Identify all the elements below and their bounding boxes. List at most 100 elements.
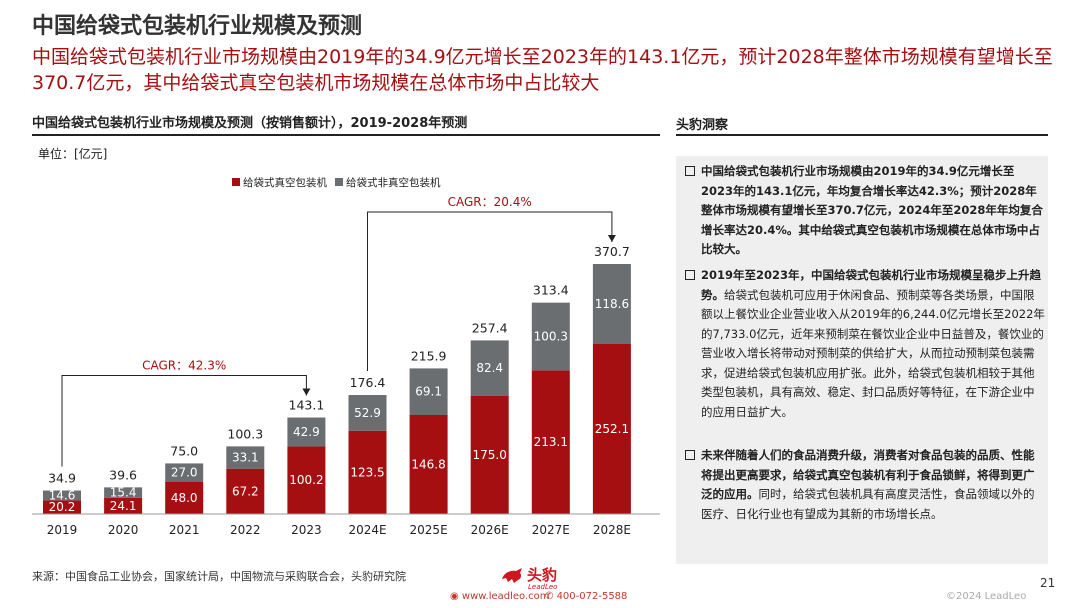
chart-title-rule — [32, 134, 660, 136]
legend-swatch-1 — [335, 178, 343, 186]
bar-non-vacuum-2027E — [531, 302, 570, 371]
legend-label-1: 给袋式非真空包装机 — [346, 176, 441, 189]
bar-vacuum-2025E — [409, 414, 448, 514]
x-tick-label: 2027E — [532, 523, 570, 537]
total-label: 34.9 — [48, 470, 76, 485]
bar-non-vacuum-2020 — [104, 487, 143, 498]
bar-non-vacuum-2023 — [287, 417, 326, 447]
bar-non-vacuum-2021 — [165, 463, 204, 482]
x-tick-label: 2019 — [47, 523, 78, 537]
insight-point-3-text: 同时，给袋式包装机具有高度灵活性，食品领域以外的医疗、日化行业也有望成为其新的市… — [701, 487, 1035, 521]
insights-title-rule — [676, 134, 1048, 136]
cagr-bracket — [367, 211, 613, 372]
bar-vacuum-2026E — [470, 395, 509, 514]
insight-point-2-text: 给袋式包装机可应用于休闲食品、预制菜等各类场景，中国限额以上餐饮业企业营业收入从… — [701, 287, 1045, 419]
bar-vacuum-2022 — [226, 468, 265, 514]
logo-subtext: LeadLeo — [528, 583, 558, 591]
total-label: 215.9 — [411, 348, 447, 363]
page-number: 21 — [1040, 576, 1056, 590]
phone-link[interactable]: ✆ 400-072-5588 — [545, 591, 627, 602]
insights-panel — [676, 156, 1048, 564]
bar-vacuum-2024E — [348, 430, 387, 514]
insight-point-1: 中国给袋式包装机行业市场规模由2019年的34.9亿元增长至2023年的143.… — [685, 162, 1045, 260]
total-label: 75.0 — [170, 443, 198, 458]
bar-value-label: 27.0 — [171, 466, 198, 480]
insight-point-3-bold: 未来伴随着人们的食品消费升级，消费者对食品包装的品质、性能将提出更高要求，给袋式… — [701, 448, 1035, 501]
insight-point-3: 未来伴随着人们的食品消费升级，消费者对食品包装的品质、性能将提出更高要求，给袋式… — [685, 446, 1045, 524]
bar-value-label: 175.0 — [473, 448, 507, 462]
bar-value-label: 33.1 — [232, 451, 259, 465]
bar-value-label: 100.3 — [534, 329, 568, 343]
source-note: 来源：中国食品工业协会，国家统计局，中国物流与采购联合会，头豹研究院 — [32, 570, 406, 583]
x-tick-label: 2026E — [471, 523, 509, 537]
bar-vacuum-2019 — [43, 500, 81, 514]
website-link[interactable]: ◉ www.leadleo.com — [450, 591, 550, 602]
cagr-label: CAGR：42.3% — [142, 358, 226, 372]
insight-point-2-bold: 2019年至2023年，中国给袋式包装机行业市场规模呈稳步上升趋势。 — [701, 268, 1042, 302]
bar-value-label: 100.2 — [289, 473, 323, 487]
headline: 中国给袋式包装机行业市场规模由2019年的34.9亿元增长至2023年的143.… — [32, 46, 1053, 94]
bar-vacuum-2028E — [592, 343, 631, 514]
bar-non-vacuum-2025E — [409, 368, 448, 415]
bar-vacuum-2021 — [165, 481, 204, 514]
total-label: 39.6 — [109, 467, 137, 482]
unit-label: 单位：[亿元] — [38, 147, 108, 161]
checkbox-bullet-icon — [685, 270, 695, 280]
total-label: 143.1 — [289, 397, 325, 412]
cagr-arrowhead — [302, 388, 311, 396]
bar-non-vacuum-2028E — [592, 264, 631, 344]
x-tick-label: 2024E — [348, 523, 386, 537]
cagr-arrowhead — [607, 235, 616, 242]
bar-value-label: 42.9 — [293, 425, 320, 439]
chart-title: 中国给袋式包装机行业市场规模及预测（按销售额计），2019-2028年预测 — [32, 116, 468, 131]
bar-vacuum-2023 — [287, 446, 326, 514]
bar-value-label: 69.1 — [415, 385, 442, 399]
page-title: 中国给袋式包装机行业规模及预测 — [32, 14, 363, 39]
bar-value-label: 146.8 — [411, 457, 445, 471]
checkbox-bullet-icon — [685, 450, 695, 460]
x-tick-label: 2025E — [410, 523, 448, 537]
x-tick-label: 2023 — [291, 523, 322, 537]
insight-point-1-bold: 中国给袋式包装机行业市场规模由2019年的34.9亿元增长至2023年的143.… — [701, 164, 1043, 256]
leopard-logo-icon — [502, 568, 522, 583]
bar-vacuum-2020 — [104, 497, 143, 514]
bar-non-vacuum-2019 — [43, 490, 81, 501]
total-label: 176.4 — [350, 375, 386, 390]
logo-text: 头豹 — [527, 566, 558, 584]
insights-title: 头豹洞察 — [676, 118, 729, 133]
x-tick-label: 2028E — [593, 523, 631, 537]
x-tick-label: 2020 — [108, 523, 139, 537]
legend-label-0: 给袋式真空包装机 — [243, 176, 327, 189]
bar-value-label: 252.1 — [595, 422, 629, 436]
total-label: 370.7 — [594, 244, 630, 259]
bar-value-label: 48.0 — [171, 491, 198, 505]
website-text: www.leadleo.com — [461, 591, 550, 602]
bar-value-label: 82.4 — [476, 361, 503, 375]
bar-value-label: 24.1 — [110, 499, 137, 513]
bar-non-vacuum-2022 — [226, 446, 265, 469]
phone-icon: ✆ — [545, 591, 557, 602]
bar-value-label: 118.6 — [595, 297, 629, 311]
bar-non-vacuum-2026E — [470, 340, 509, 396]
copyright: ©2024 LeadLeo — [946, 591, 1027, 602]
bar-value-label: 213.1 — [534, 435, 568, 449]
phone-text: 400-072-5588 — [556, 591, 628, 602]
cagr-bracket — [61, 374, 307, 467]
bar-value-label: 14.6 — [49, 488, 76, 502]
globe-icon: ◉ — [450, 591, 462, 602]
bar-non-vacuum-2024E — [348, 395, 387, 431]
bar-value-label: 123.5 — [350, 465, 384, 479]
total-label: 100.3 — [227, 426, 263, 441]
insight-point-2: 2019年至2023年，中国给袋式包装机行业市场规模呈稳步上升趋势。给袋式包装机… — [685, 266, 1045, 422]
bar-value-label: 20.2 — [49, 500, 76, 514]
total-label: 257.4 — [472, 320, 508, 335]
bar-value-label: 67.2 — [232, 484, 259, 498]
legend-swatch-0 — [232, 178, 240, 186]
bar-vacuum-2027E — [531, 370, 570, 514]
x-tick-label: 2021 — [169, 523, 200, 537]
bar-value-label: 15.4 — [110, 486, 137, 500]
bar-value-label: 52.9 — [354, 406, 381, 420]
x-tick-label: 2022 — [230, 523, 261, 537]
total-label: 313.4 — [533, 283, 569, 298]
cagr-label: CAGR：20.4% — [448, 195, 532, 209]
